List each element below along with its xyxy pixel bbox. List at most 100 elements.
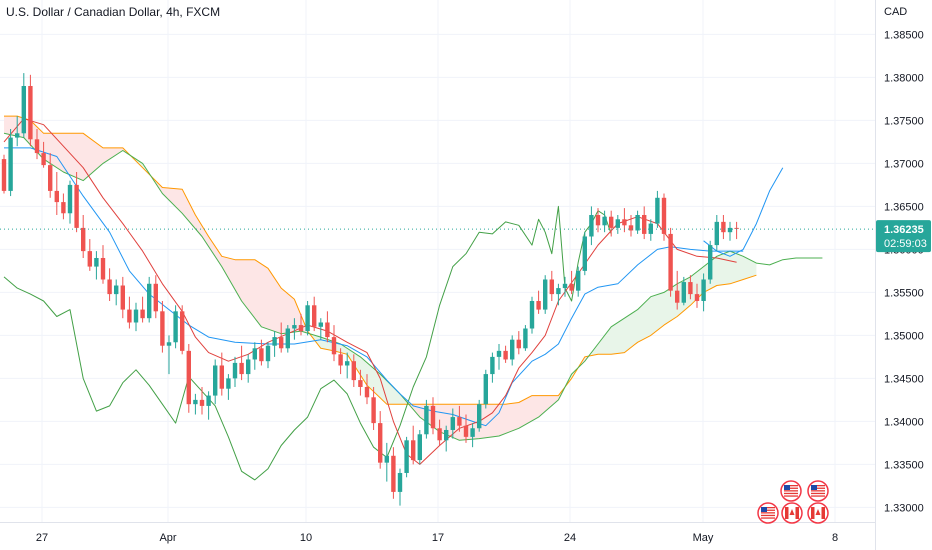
candle-body — [503, 350, 508, 360]
ichimoku-cloud — [4, 116, 130, 181]
candle-body — [727, 227, 733, 233]
candle-body — [331, 337, 337, 355]
candle-body — [147, 283, 152, 319]
candle-body — [681, 282, 686, 303]
candle-body — [1, 159, 7, 191]
canada-flag-icon — [807, 502, 829, 524]
candle-body — [34, 139, 40, 154]
price-tick-label: 1.38500 — [884, 29, 924, 41]
candle-body — [714, 221, 719, 246]
candle-body — [246, 359, 251, 375]
candle-body — [556, 288, 561, 295]
candle-body — [595, 214, 601, 226]
candle-body — [675, 290, 680, 303]
price-tick-label: 1.36500 — [884, 201, 924, 213]
price-tick-label: 1.37500 — [884, 115, 924, 127]
candle-body — [259, 348, 264, 362]
candle-body — [655, 197, 660, 224]
candle-body — [404, 440, 409, 473]
time-tick-label: 10 — [300, 532, 312, 544]
candle-body — [133, 309, 139, 323]
candle-body — [180, 311, 185, 351]
candle-body — [206, 395, 211, 406]
candle-body — [81, 227, 86, 252]
candle-body — [358, 380, 363, 387]
candle-body — [279, 337, 284, 349]
price-axis[interactable]: CAD 1.38500 1.38000 1.37500 1.37000 1.36500 1.… — [875, 0, 932, 550]
candle-body — [48, 165, 53, 191]
price-tick-label: 1.34000 — [884, 416, 924, 428]
candle-body — [186, 350, 191, 405]
candle-body — [457, 417, 462, 426]
candle-body — [67, 184, 73, 214]
candle-body — [226, 378, 231, 389]
candle-body — [622, 219, 627, 226]
candle-body — [642, 214, 647, 234]
currency-label: CAD — [884, 6, 907, 18]
candle-body — [483, 374, 488, 405]
candle-body — [173, 311, 178, 343]
candle-body — [536, 300, 541, 310]
candle-body — [688, 282, 693, 295]
candle-body — [338, 354, 343, 366]
candle-body — [708, 245, 713, 280]
candle-body — [424, 405, 429, 435]
last-price-label: 1.36235 — [884, 224, 924, 236]
candle-body — [562, 283, 568, 289]
time-tick-label: 17 — [432, 532, 444, 544]
candle-body — [384, 455, 389, 463]
candle-body — [490, 356, 495, 375]
time-axis[interactable]: 27 Apr 10 17 24 May 8 — [0, 522, 875, 545]
candle-body — [510, 339, 515, 360]
candle-body — [87, 251, 92, 267]
candle-body — [694, 294, 700, 301]
time-tick-label: May — [693, 532, 714, 544]
candle-body — [371, 397, 376, 424]
candle-body — [437, 428, 442, 441]
candle-body — [516, 339, 521, 349]
candle-body — [470, 428, 475, 437]
time-tick-label: Apr — [159, 532, 176, 544]
candle-body — [351, 361, 356, 381]
candle-body — [232, 362, 238, 379]
conversion-line — [3, 118, 737, 465]
candle-body — [272, 337, 277, 346]
candle-body — [444, 429, 449, 441]
candle-body — [199, 399, 205, 406]
candle-body — [127, 309, 132, 323]
candle-body — [602, 216, 607, 226]
candle-body — [61, 202, 66, 214]
price-tick-label: 1.33000 — [884, 502, 924, 514]
candle-body — [609, 216, 614, 228]
candle-body — [576, 270, 581, 291]
canada-flag-icon — [781, 502, 803, 524]
candle-body — [140, 309, 145, 319]
candle-body — [239, 362, 244, 375]
candle-body — [160, 311, 165, 346]
ichimoku-cloud — [310, 334, 407, 405]
candle-body — [21, 85, 26, 134]
candle-body — [193, 399, 198, 405]
candle-body — [391, 455, 396, 492]
us-flag-icon — [807, 480, 829, 502]
lead-span-b-line — [4, 115, 757, 405]
candle-body — [114, 285, 119, 295]
candle-body — [635, 214, 640, 231]
candle-body — [543, 279, 548, 310]
candle-body — [100, 257, 106, 280]
candle-body — [28, 85, 33, 140]
chart-title: U.S. Dollar / Canadian Dollar, 4h, FXCM — [6, 5, 221, 19]
candle-body — [74, 184, 79, 228]
candle-body — [477, 404, 482, 429]
candle-body — [15, 133, 20, 138]
candle-body — [120, 285, 125, 310]
us-flag-icon — [757, 502, 779, 524]
candle-body — [430, 405, 436, 429]
countdown-label: 02:59:03 — [884, 238, 927, 250]
candle-body — [523, 328, 528, 349]
candle-body — [153, 283, 158, 312]
candle-body — [463, 425, 469, 437]
candle-body — [41, 153, 46, 166]
ichimoku-cloud — [409, 391, 562, 441]
